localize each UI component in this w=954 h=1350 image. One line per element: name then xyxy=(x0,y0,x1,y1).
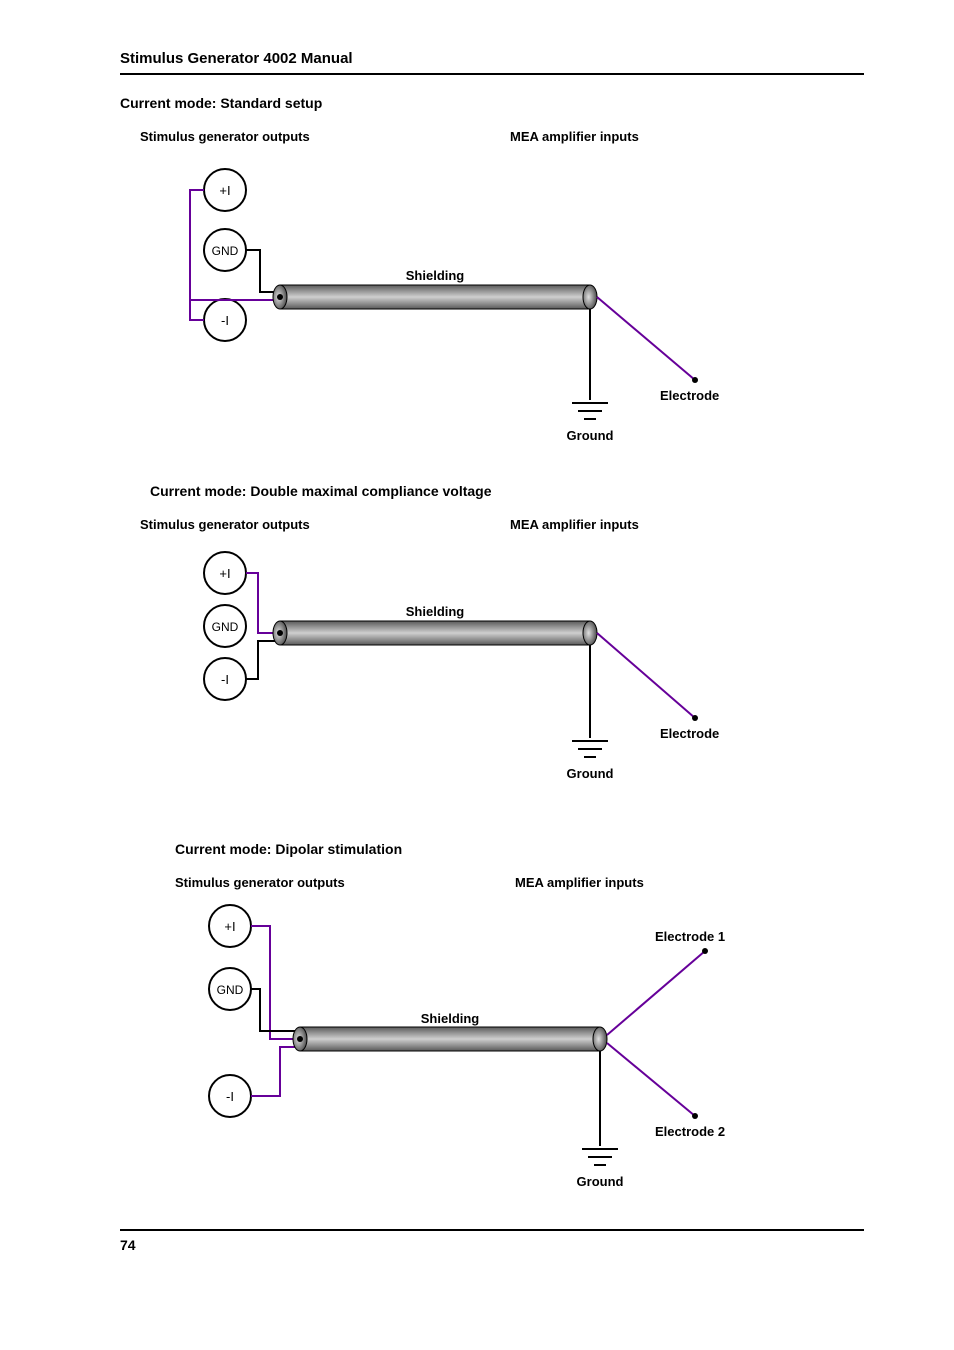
electrode-label: Electrode xyxy=(660,726,719,741)
wire-minus-to-shield xyxy=(246,641,275,679)
electrode1-label: Electrode 1 xyxy=(655,929,725,944)
node-gnd: GND xyxy=(204,229,246,271)
cable-body xyxy=(280,285,590,309)
page-number: 74 xyxy=(120,1229,864,1253)
section-title-dipolar: Current mode: Dipolar stimulation xyxy=(175,841,864,857)
electrode-dot xyxy=(692,715,698,721)
electrode1-dot xyxy=(702,948,708,954)
ground-label: Ground xyxy=(567,428,614,443)
node-gnd: GND xyxy=(204,605,246,647)
ground-symbol xyxy=(572,403,608,419)
electrode-dot xyxy=(692,377,698,383)
wire-plus-to-core xyxy=(251,926,295,1039)
wire-core-electrode xyxy=(597,633,695,718)
ground-label: Ground xyxy=(567,766,614,781)
ground-symbol xyxy=(572,741,608,757)
cable-cap-right xyxy=(583,621,597,645)
wire-plus-to-core xyxy=(246,573,275,633)
electrode-label: Electrode xyxy=(660,388,719,403)
cable-cap-right xyxy=(583,285,597,309)
svg-text:-I: -I xyxy=(221,313,229,328)
wire-gnd-to-shield xyxy=(251,989,295,1031)
svg-text:GND: GND xyxy=(212,620,239,634)
node-plus-i: +I xyxy=(204,169,246,211)
node-plus-i: +I xyxy=(209,905,251,947)
stim-out-label: Stimulus generator outputs xyxy=(140,517,310,532)
shielding-label: Shielding xyxy=(406,604,465,619)
cable-cap-right xyxy=(593,1027,607,1051)
electrode2-dot xyxy=(692,1113,698,1119)
node-minus-i: -I xyxy=(204,299,246,341)
svg-text:+I: +I xyxy=(224,919,235,934)
wire-minus-to-core2 xyxy=(251,1047,295,1096)
ground-symbol xyxy=(582,1149,618,1165)
node-gnd: GND xyxy=(209,968,251,1010)
mea-in-label: MEA amplifier inputs xyxy=(510,129,639,144)
document-header: Stimulus Generator 4002 Manual xyxy=(120,50,864,75)
wire-electrode1 xyxy=(607,951,705,1035)
mea-in-label: MEA amplifier inputs xyxy=(515,875,644,890)
section-title-standard: Current mode: Standard setup xyxy=(120,95,864,111)
diagram-standard: Stimulus generator outputs MEA amplifier… xyxy=(140,125,864,455)
section-title-double: Current mode: Double maximal compliance … xyxy=(150,483,864,499)
wire-gnd-to-shield xyxy=(246,250,275,292)
cable-body xyxy=(280,621,590,645)
stim-out-label: Stimulus generator outputs xyxy=(175,875,345,890)
node-plus-i: +I xyxy=(204,552,246,594)
diagram-double: Stimulus generator outputs MEA amplifier… xyxy=(140,513,864,813)
svg-text:-I: -I xyxy=(226,1089,234,1104)
shielding-label: Shielding xyxy=(421,1011,480,1026)
node-minus-i: -I xyxy=(204,658,246,700)
node-minus-i: -I xyxy=(209,1075,251,1117)
svg-text:GND: GND xyxy=(217,983,244,997)
electrode2-label: Electrode 2 xyxy=(655,1124,725,1139)
wire-core-electrode xyxy=(597,297,695,380)
svg-text:GND: GND xyxy=(212,244,239,258)
ground-label: Ground xyxy=(577,1174,624,1189)
shielding-label: Shielding xyxy=(406,268,465,283)
svg-text:+I: +I xyxy=(219,566,230,581)
stim-out-label: Stimulus generator outputs xyxy=(140,129,310,144)
diagram-dipolar: Stimulus generator outputs MEA amplifier… xyxy=(175,871,864,1201)
cable-body xyxy=(300,1027,600,1051)
svg-text:-I: -I xyxy=(221,672,229,687)
mea-in-label: MEA amplifier inputs xyxy=(510,517,639,532)
svg-text:+I: +I xyxy=(219,183,230,198)
wire-electrode2 xyxy=(607,1043,695,1116)
